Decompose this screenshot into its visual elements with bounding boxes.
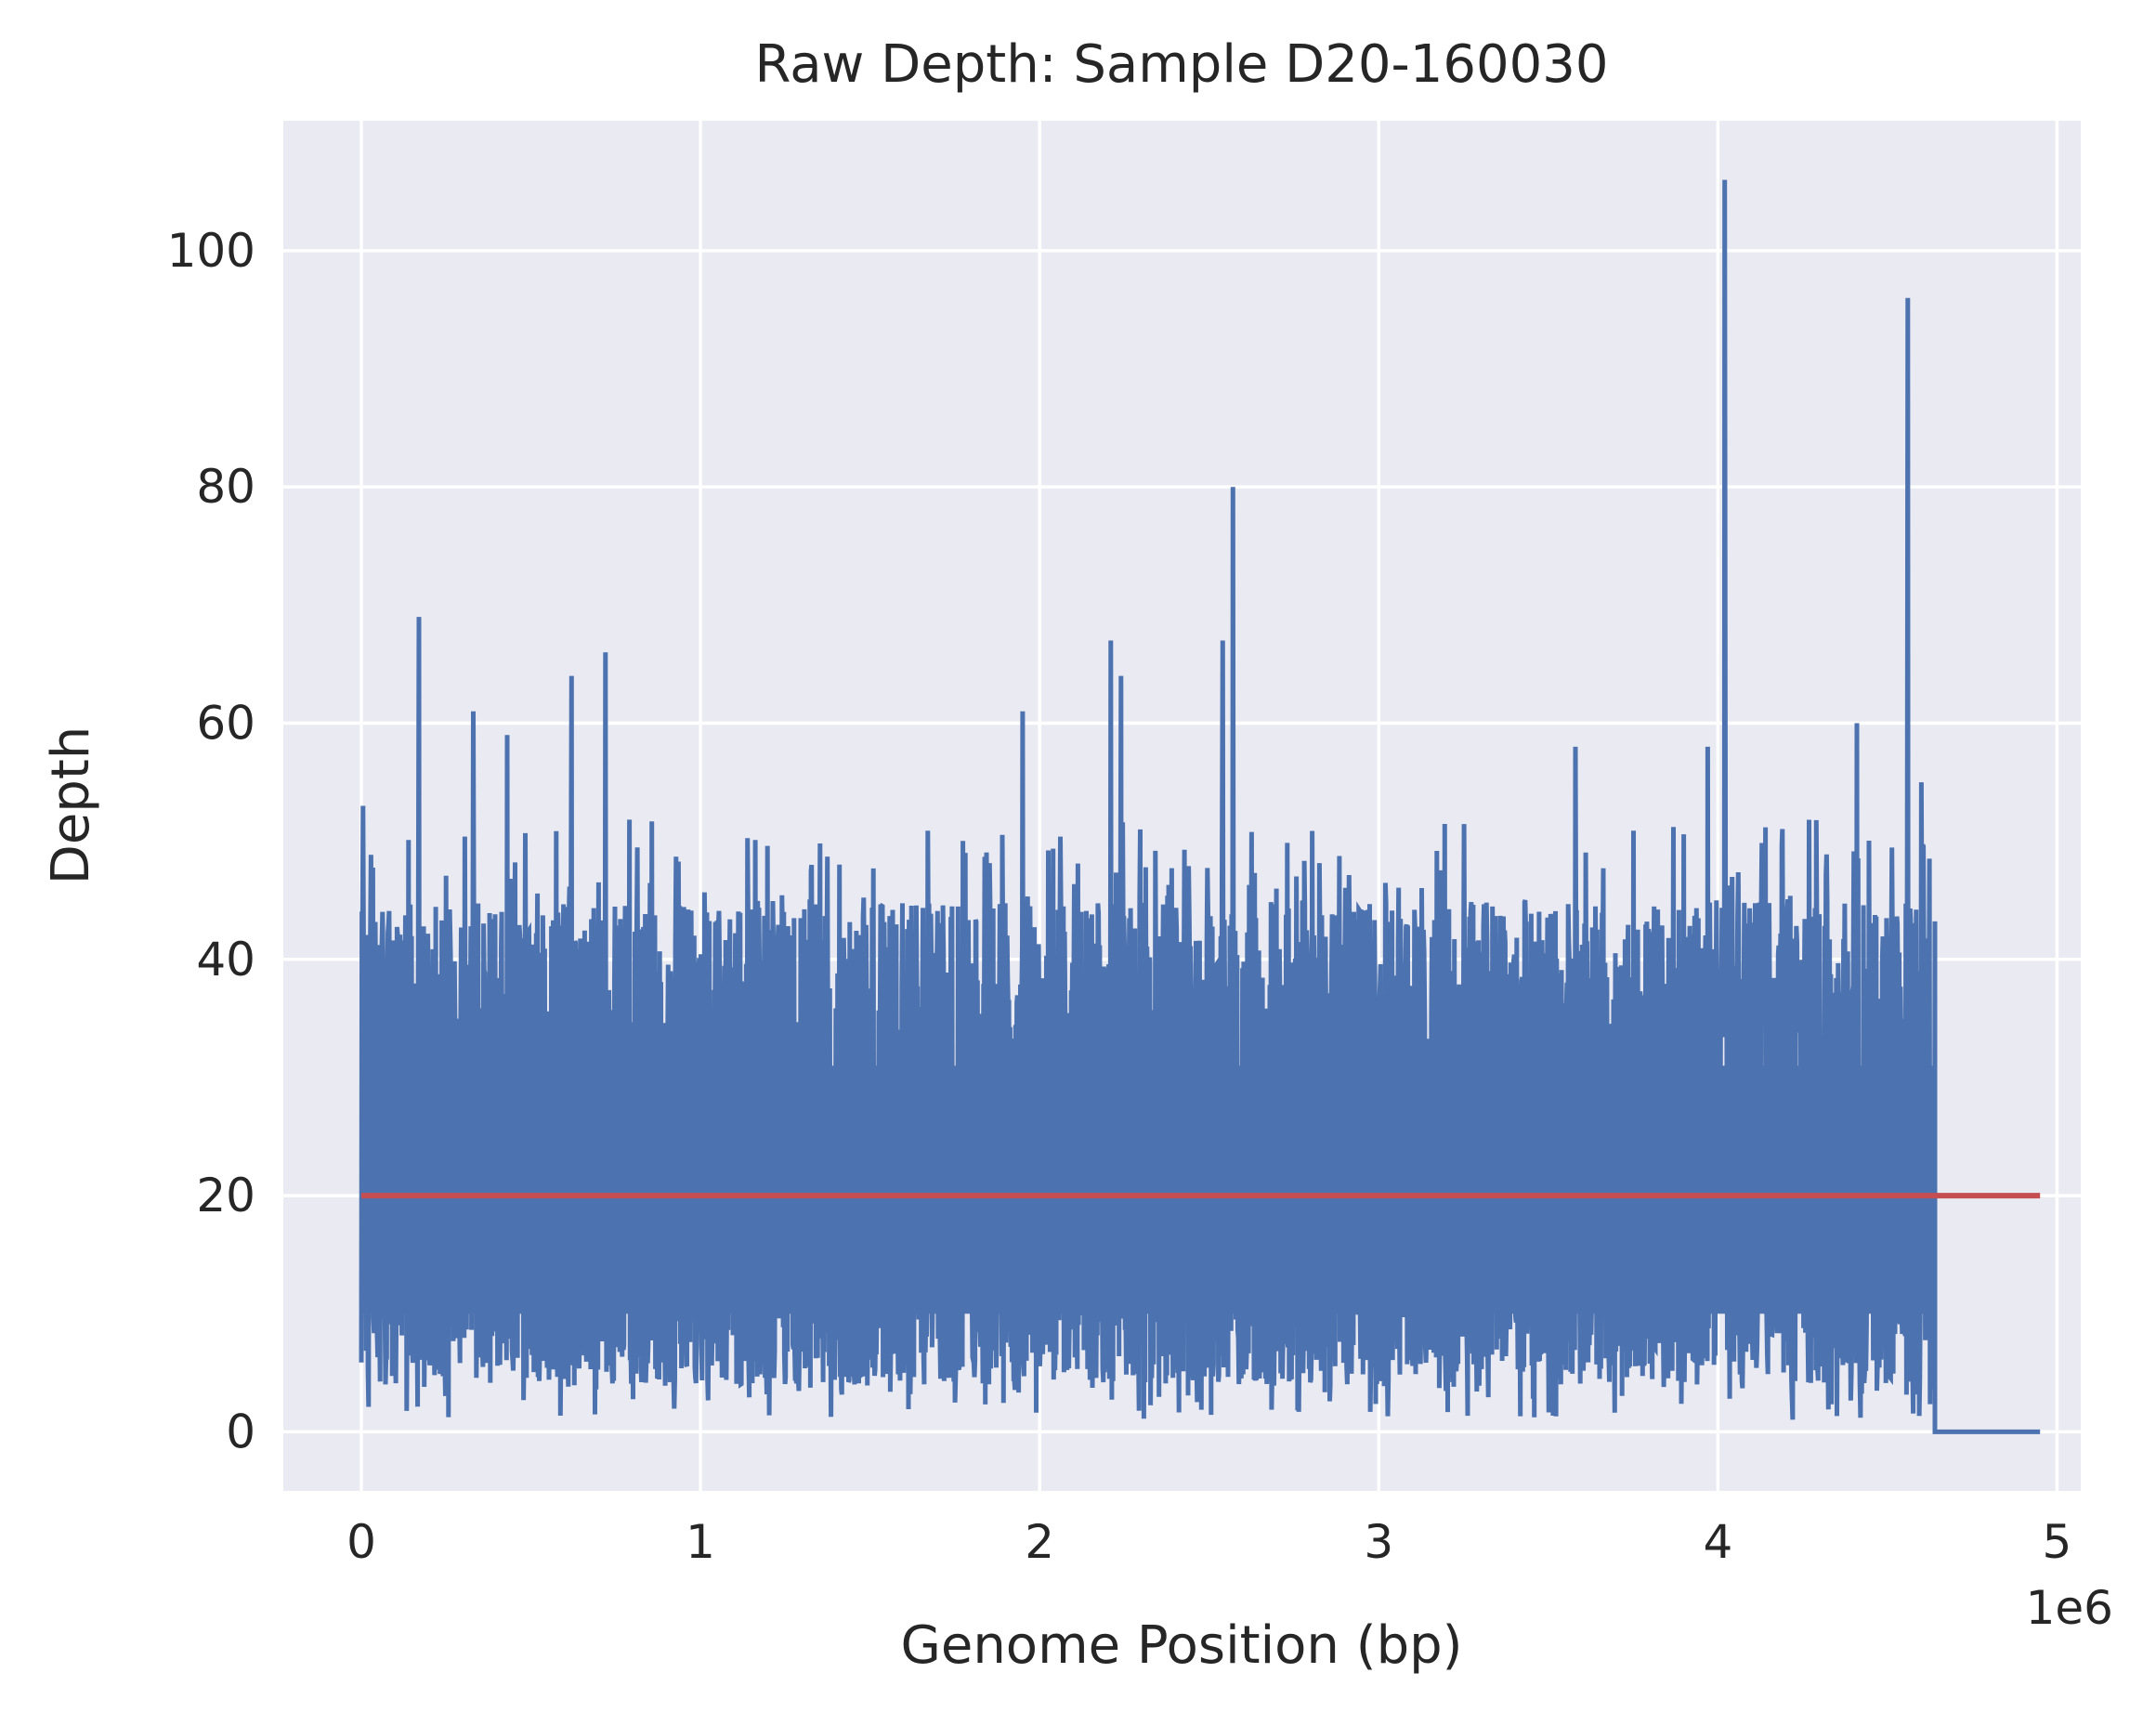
ticks: 0 1 2 3 4 5 0 20 40 60 80 100 <box>167 224 2072 1569</box>
y-tick-label: 60 <box>196 696 255 750</box>
y-tick-label: 100 <box>167 224 255 278</box>
x-tick-label: 5 <box>2043 1515 2072 1569</box>
x-tick-label: 2 <box>1025 1515 1054 1569</box>
x-tick-label: 3 <box>1364 1515 1393 1569</box>
depth-dense-band <box>360 1065 1936 1314</box>
series-layer <box>359 179 2041 1434</box>
y-tick-label: 40 <box>196 933 255 987</box>
y-tick-label: 20 <box>196 1169 255 1222</box>
x-tick-label: 0 <box>346 1515 376 1569</box>
y-tick-label: 80 <box>196 460 255 514</box>
depth-series-line <box>359 179 2041 1434</box>
x-tick-label: 1 <box>686 1515 715 1569</box>
y-axis-label: Depth <box>41 726 101 885</box>
chart-title: Raw Depth: Sample D20-160030 <box>755 34 1609 95</box>
x-offset-label: 1e6 <box>2026 1581 2113 1635</box>
y-tick-label: 0 <box>226 1405 255 1458</box>
x-tick-label: 4 <box>1703 1515 1732 1569</box>
x-axis-label: Genome Position (bp) <box>900 1615 1462 1676</box>
